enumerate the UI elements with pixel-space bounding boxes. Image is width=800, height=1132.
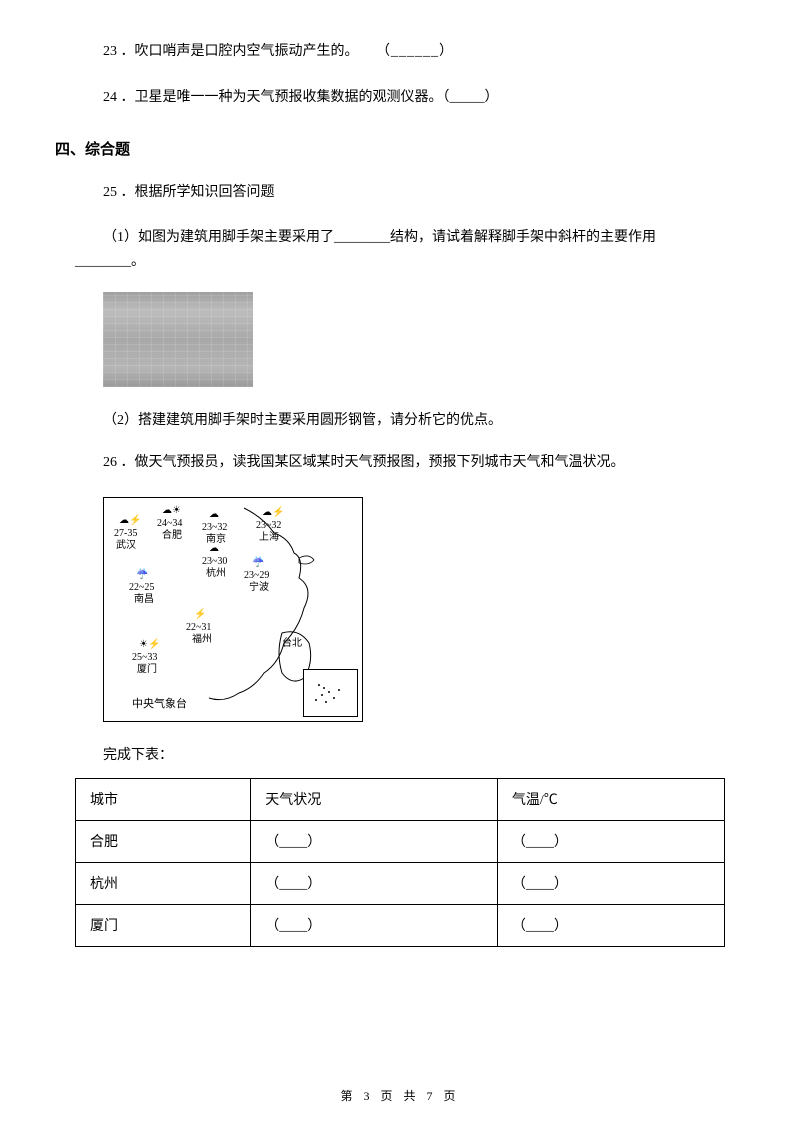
weather-table: 城市 天气状况 气温/℃ 合肥 （____） （____） 杭州 （____） … xyxy=(75,778,725,947)
table-row: 合肥 （____） （____） xyxy=(76,820,725,862)
cloud-icon: ☁☀ xyxy=(162,506,181,516)
cell-weather: （____） xyxy=(251,820,498,862)
q26-num: 26 xyxy=(103,455,117,470)
q23-blank: （______） xyxy=(376,44,454,59)
complete-label: 完成下表： xyxy=(75,744,725,764)
hefei-label: 合肥 xyxy=(162,530,182,541)
cell-city: 厦门 xyxy=(76,904,251,946)
table-row: 杭州 （____） （____） xyxy=(76,862,725,904)
section-4-title: 四、综合题 xyxy=(55,138,725,159)
fuzhou-label: 福州 xyxy=(192,634,212,645)
nanchang-label: 南昌 xyxy=(134,594,154,605)
rain-icon: ☔ xyxy=(252,558,264,568)
sun-icon: ☀⚡ xyxy=(139,640,160,650)
cloud-icon: ☁ xyxy=(209,544,219,554)
th-city: 城市 xyxy=(76,778,251,820)
page-footer: 第 3 页 共 7 页 xyxy=(0,1087,800,1104)
th-temp: 气温/℃ xyxy=(497,778,724,820)
table-header-row: 城市 天气状况 气温/℃ xyxy=(76,778,725,820)
wuhan-label: 武汉 xyxy=(116,540,136,551)
question-26: 26 ．做天气预报员，读我国某区域某时天气预报图，预报下列城市天气和气温状况。 xyxy=(75,451,725,475)
cell-weather: （____） xyxy=(251,904,498,946)
cell-temp: （____） xyxy=(497,820,724,862)
q25-intro: ．根据所学知识回答问题 xyxy=(121,185,275,200)
table-row: 厦门 （____） （____） xyxy=(76,904,725,946)
fuzhou-temp: 22~31 xyxy=(186,622,211,633)
q24-text: ．卫星是唯一一种为天气预报收集数据的观测仪器。（_____） xyxy=(121,90,499,105)
wuhan-temp: 27-35 xyxy=(114,528,137,539)
question-24: 24 ．卫星是唯一一种为天气预报收集数据的观测仪器。（_____） xyxy=(75,86,725,110)
ningbo-label: 宁波 xyxy=(249,582,269,593)
q25-part1: （1）如图为建筑用脚手架主要采用了________结构，请试着解释脚手架中斜杆的… xyxy=(75,226,725,274)
nanchang-temp: 22~25 xyxy=(129,582,154,593)
map-inset xyxy=(303,669,358,717)
question-23: 23 ．吹口哨声是口腔内空气振动产生的。 （______） xyxy=(75,40,725,64)
hefei-temp: 24~34 xyxy=(157,518,182,529)
inset-islands xyxy=(304,670,359,718)
rain-icon: ☔ xyxy=(136,570,148,580)
th-weather: 天气状况 xyxy=(251,778,498,820)
q23-num: 23 xyxy=(103,44,117,59)
hangzhou-label: 杭州 xyxy=(206,568,226,579)
xiamen-temp: 25~33 xyxy=(132,652,157,663)
storm-icon: ⚡ xyxy=(194,610,206,620)
cell-city: 杭州 xyxy=(76,862,251,904)
xiamen-label: 厦门 xyxy=(137,664,157,675)
hangzhou-temp: 23~30 xyxy=(202,556,227,567)
rain-icon: ☁⚡ xyxy=(119,516,141,526)
cell-temp: （____） xyxy=(497,862,724,904)
question-25-intro: 25 ．根据所学知识回答问题 xyxy=(75,181,725,205)
taibei-label: 台北 xyxy=(282,638,302,649)
ningbo-temp: 23~29 xyxy=(244,570,269,581)
agency-label: 中央气象台 xyxy=(132,698,187,710)
q24-num: 24 xyxy=(103,90,117,105)
weather-map: ☁⚡ 27-35 武汉 ☁☀ 24~34 合肥 ☁ 23~32 南京 ☁⚡ 23… xyxy=(103,497,363,722)
shanghai-label: 上海 xyxy=(259,532,279,543)
q26-text: ．做天气预报员，读我国某区域某时天气预报图，预报下列城市天气和气温状况。 xyxy=(121,455,625,470)
q25-num: 25 xyxy=(103,185,117,200)
nanjing-temp: 23~32 xyxy=(202,522,227,533)
cell-temp: （____） xyxy=(497,904,724,946)
q23-text: ．吹口哨声是口腔内空气振动产生的。 xyxy=(121,44,359,59)
rain-icon: ☁⚡ xyxy=(262,508,284,518)
cloud-icon: ☁ xyxy=(209,510,219,520)
cell-weather: （____） xyxy=(251,862,498,904)
q25-part2: （2）搭建建筑用脚手架时主要采用圆形钢管，请分析它的优点。 xyxy=(75,409,725,433)
shanghai-temp: 23~32 xyxy=(256,520,281,531)
cell-city: 合肥 xyxy=(76,820,251,862)
scaffold-image xyxy=(103,292,253,387)
